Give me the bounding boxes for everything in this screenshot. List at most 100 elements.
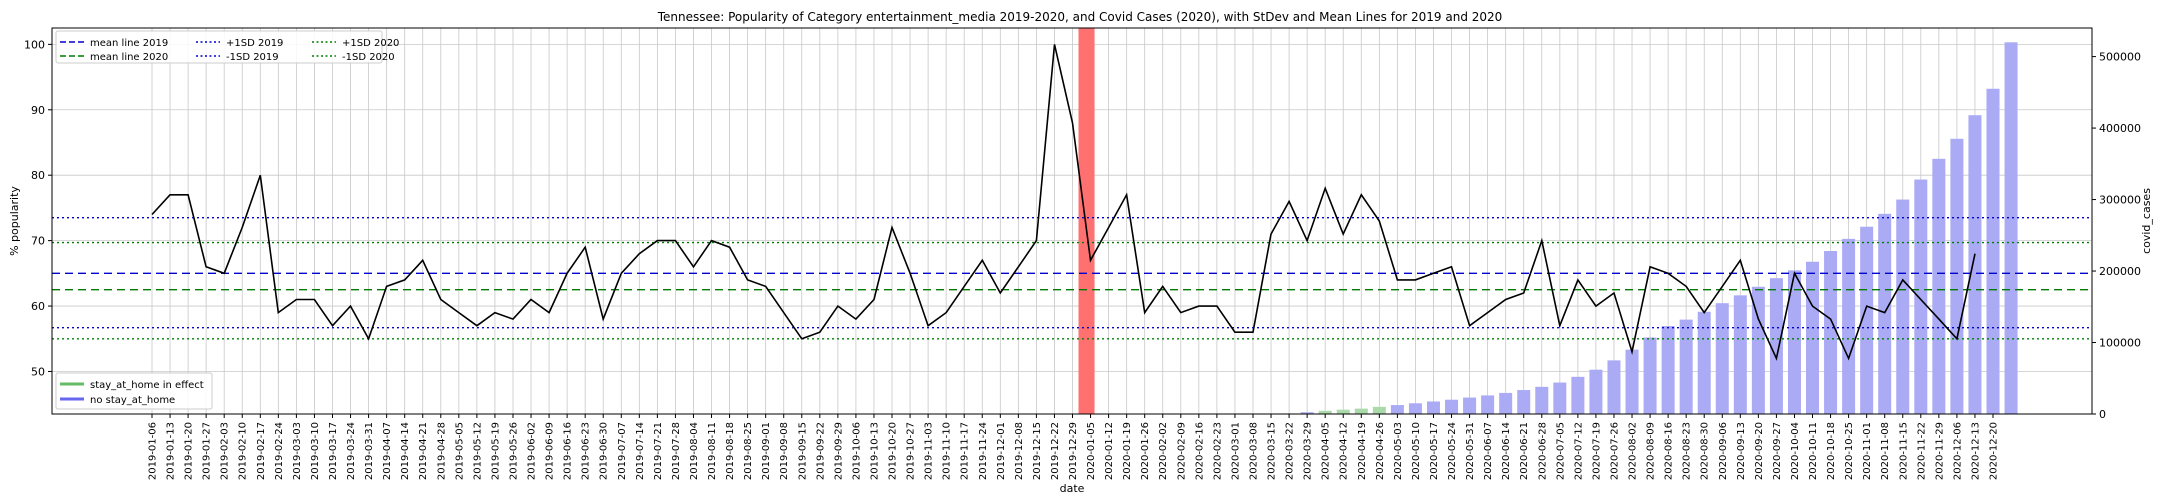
y2-tick-label: 100000 xyxy=(2099,337,2141,350)
y2-axis-label: covid_cases xyxy=(2140,188,2153,254)
x-tick-label: 2019-04-28 xyxy=(436,422,447,480)
x-tick-label: 2020-03-08 xyxy=(1249,422,1260,480)
x-tick-label: 2019-07-28 xyxy=(671,422,682,480)
x-tick-label: 2019-12-15 xyxy=(1032,422,1043,480)
y2-tick-label: 300000 xyxy=(2099,194,2141,207)
x-tick-label: 2019-06-09 xyxy=(545,422,556,480)
x-tick-label: 2020-11-15 xyxy=(1898,422,1909,480)
covid-bar xyxy=(1806,261,1820,414)
y-axis: 50 60 70 80 90 100 xyxy=(24,38,52,378)
x-tick-label: 2020-06-07 xyxy=(1483,422,1494,480)
x-tick-label: 2019-09-08 xyxy=(779,422,790,480)
highlight-rect xyxy=(1078,28,1095,414)
x-tick-label: 2019-05-19 xyxy=(490,422,501,480)
legend-top-box xyxy=(55,30,383,64)
x-tick-label: 2019-05-12 xyxy=(472,422,483,480)
y-tick-label: 100 xyxy=(24,38,45,51)
x-tick-label: 2019-11-10 xyxy=(942,422,953,480)
x-tick-label: 2020-10-04 xyxy=(1790,422,1801,480)
x-tick-label: 2019-12-29 xyxy=(1068,422,1079,480)
plot-frame xyxy=(51,27,2093,415)
x-tick-label: 2019-01-27 xyxy=(202,422,213,480)
x-tick-label: 2020-11-08 xyxy=(1880,422,1891,480)
x-tick-label: 2019-07-14 xyxy=(635,422,646,480)
x-tick-label: 2019-09-29 xyxy=(833,422,844,480)
x-tick-label: 2019-05-26 xyxy=(509,422,520,480)
covid-bar xyxy=(1986,88,2000,414)
x-tick-label: 2020-09-27 xyxy=(1772,422,1783,480)
x-tick-label: 2020-08-02 xyxy=(1628,422,1639,480)
covid-bar xyxy=(1787,270,1801,414)
x-tick-label: 2020-01-26 xyxy=(1140,422,1151,480)
x-tick-label: 2019-10-06 xyxy=(851,422,862,480)
covid-bar xyxy=(1336,409,1350,414)
covid-bar xyxy=(1571,376,1585,414)
covid-bar xyxy=(2004,42,2018,414)
x-tick-label: 2019-08-11 xyxy=(707,422,718,480)
covid-bar xyxy=(1643,337,1657,414)
covid-bar xyxy=(1950,138,1964,414)
y2-tick-label: 400000 xyxy=(2099,122,2141,135)
reference-lines xyxy=(52,217,2092,340)
covid-bar xyxy=(1607,360,1621,414)
x-tick-label: 2020-10-18 xyxy=(1826,422,1837,480)
covid-bar xyxy=(1318,410,1332,414)
covid-bar xyxy=(1553,382,1567,414)
x-tick-label: 2019-02-24 xyxy=(274,422,285,480)
x-tick-label: 2019-07-07 xyxy=(617,422,628,480)
x-tick-label: 2020-08-30 xyxy=(1700,422,1711,480)
x-tick-label: 2020-11-01 xyxy=(1862,422,1873,480)
x-tick-label: 2019-09-22 xyxy=(815,422,826,480)
popularity-line xyxy=(151,44,1976,361)
x-tick-label: 2020-09-06 xyxy=(1718,422,1729,480)
legend-top-label: +1SD 2020 xyxy=(342,38,399,49)
covid-bar xyxy=(1769,278,1783,414)
x-tick-label: 2020-06-21 xyxy=(1519,422,1530,480)
x-tick-label: 2019-04-07 xyxy=(382,422,393,480)
legend-bottom-label: no stay_at_home xyxy=(90,395,175,406)
x-tick-label: 2019-12-01 xyxy=(996,422,1007,480)
x-tick-label: 2020-12-20 xyxy=(1989,422,2000,480)
x-tick-label: 2019-03-17 xyxy=(328,422,339,480)
x-tick-label: 2020-07-12 xyxy=(1573,422,1584,480)
x-tick-label: 2020-03-22 xyxy=(1285,422,1296,480)
x-tick-label: 2019-10-27 xyxy=(906,422,917,480)
legend-top-label: mean line 2020 xyxy=(90,52,168,63)
covid-bar xyxy=(1842,238,1856,414)
legend-top-label: +1SD 2019 xyxy=(226,38,283,49)
x-tick-label: 2020-06-28 xyxy=(1537,422,1548,480)
x-tick-label: 2019-08-04 xyxy=(689,422,700,480)
x-tick-label: 2020-07-26 xyxy=(1610,422,1621,480)
x-tick-label: 2019-10-13 xyxy=(870,422,881,480)
covid-bar xyxy=(1896,199,1910,414)
covid-bar xyxy=(1914,179,1928,414)
x-tick-label: 2020-10-25 xyxy=(1844,422,1855,480)
covid-bar xyxy=(1661,326,1675,414)
x-tick-label: 2019-11-03 xyxy=(924,422,935,480)
x-tick-label: 2019-09-01 xyxy=(761,422,772,480)
x-tick-label: 2019-06-16 xyxy=(563,422,574,480)
x-tick-label: 2019-12-22 xyxy=(1050,422,1061,480)
covid-bars xyxy=(1264,42,2018,415)
x-tick-label: 2019-01-20 xyxy=(184,422,195,480)
x-tick-label: 2019-03-31 xyxy=(364,422,375,480)
x-tick-label: 2020-01-05 xyxy=(1086,422,1097,480)
y-tick-label: 60 xyxy=(31,300,45,313)
legend-bottom: stay_at_home in effect no stay_at_home xyxy=(55,372,213,410)
x-tick-label: 2020-02-16 xyxy=(1194,422,1205,480)
y2-tick-label: 0 xyxy=(2099,408,2106,421)
covid-bar xyxy=(1390,405,1404,414)
x-tick-label: 2019-11-17 xyxy=(960,422,971,480)
x-tick-label: 2020-05-31 xyxy=(1465,422,1476,480)
x-tick-label: 2020-11-22 xyxy=(1916,422,1927,480)
x-tick-label: 2020-05-24 xyxy=(1447,422,1458,480)
x-tick-label: 2019-01-13 xyxy=(166,422,177,480)
covid-bar xyxy=(1481,395,1495,414)
covid-bar xyxy=(1589,369,1603,414)
legend-top-label: mean line 2019 xyxy=(90,38,168,49)
covid-bar xyxy=(1733,295,1747,414)
x-tick-label: 2019-03-24 xyxy=(346,422,357,480)
grid xyxy=(52,28,2092,414)
covid-bar xyxy=(1878,213,1892,414)
covid-bar xyxy=(1751,286,1765,414)
